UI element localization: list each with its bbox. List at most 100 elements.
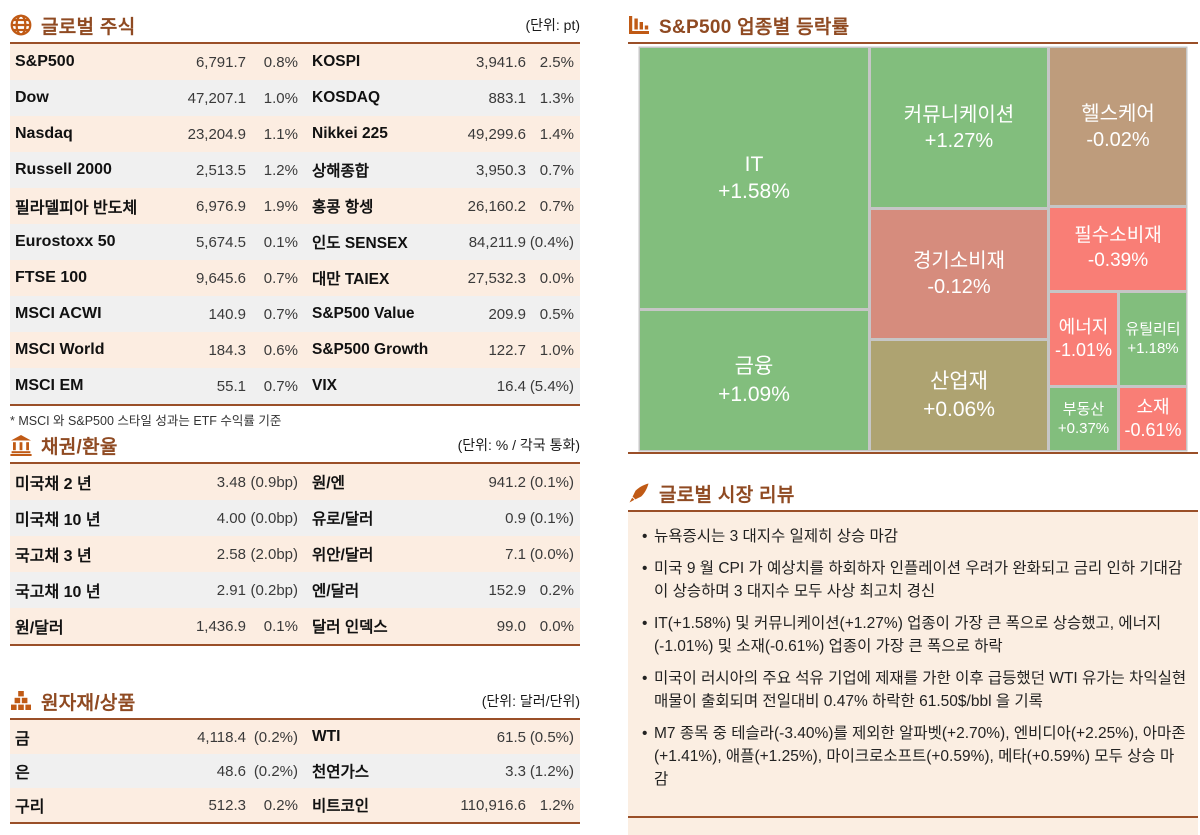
index-change: 1.0% (539, 341, 574, 359)
treemap-sector-block: 커뮤니케이션 +1.27% (871, 48, 1047, 207)
review-bullet: M7 종목 중 테슬라(-3.40%)를 제외한 알파벳(+2.70%), 엔비… (640, 722, 1188, 791)
fx-value: 99.0 (496, 617, 526, 635)
gold-bars-icon (11, 691, 31, 710)
index-change: 1.4% (539, 125, 574, 143)
table-row: Russell 2000 2,513.5 1.2% 상해종합 3,950.3 0… (10, 152, 580, 188)
index-value: 3,941.6 (475, 53, 526, 71)
treemap-sector-change: +1.18% (1127, 340, 1179, 357)
treemap-sector-name: IT (744, 152, 764, 176)
index-value: 6,976.9 (195, 197, 246, 215)
index-value: 26,160.2 (467, 197, 526, 215)
index-change: 1.0% (263, 89, 298, 107)
index-name: 홍콩 항셍 (312, 199, 374, 216)
commodity-name: 비트코인 (312, 798, 370, 815)
treemap-sector-change: -0.12% (927, 276, 991, 298)
commodity-change: 1.2% (539, 796, 574, 814)
section-market-review: 글로벌 시장 리뷰 (628, 476, 1198, 512)
treemap-sector-block: 산업재 +0.06% (871, 341, 1047, 450)
index-name: MSCI EM (15, 377, 84, 394)
commodity-name: 금 (15, 731, 30, 748)
table-row: Eurostoxx 50 5,674.5 0.1% 인도 SENSEX 84,2… (10, 224, 580, 260)
section-header: 글로벌 시장 리뷰 (628, 476, 1198, 512)
index-value: 47,207.1 (187, 89, 246, 107)
table-row: 은 48.6 (0.2%) 천연가스 3.3 (1.2%) (10, 754, 580, 788)
section-sector-performance: S&P500 업종별 등락률 (628, 8, 1198, 44)
treemap-sector-change: +1.27% (924, 129, 994, 152)
commodity-value: 110,916.6 (460, 796, 526, 814)
table-row: 원/달러 1,436.9 0.1% 달러 인덱스 99.0 0.0% (10, 608, 580, 644)
fx-name: 위안/달러 (312, 547, 374, 564)
treemap-sector-block: 경기소비재 -0.12% (871, 210, 1047, 338)
review-bullet: 미국 9 월 CPI 가 예상치를 하회하자 인플레이션 우려가 완화되고 금리… (640, 557, 1188, 603)
treemap-sector-block: IT +1.58% (640, 48, 868, 308)
section-bonds-fx: 채권/환율 (단위: % / 각국 통화) (10, 428, 580, 464)
unit-label: (단위: % / 각국 통화) (457, 437, 580, 453)
commodity-change: (0.2%) (253, 728, 298, 746)
fx-change: (0.1%) (529, 509, 574, 527)
index-name: KOSDAQ (312, 89, 381, 106)
commodity-change: (1.2%) (529, 762, 574, 780)
index-change: 1.9% (263, 197, 298, 215)
treemap-sector-block: 에너지 -1.01% (1050, 293, 1117, 385)
section-header: S&P500 업종별 등락률 (628, 8, 1198, 44)
index-name: Eurostoxx 50 (15, 233, 116, 250)
treemap-sector-name: 산업재 (930, 370, 988, 394)
index-value: 23,204.9 (187, 125, 246, 143)
treemap-sector-block: 필수소비재 -0.39% (1050, 208, 1186, 290)
unit-label: (단위: 달러/단위) (481, 693, 580, 709)
section-global-equity: 글로벌 주식 (단위: pt) (10, 8, 580, 44)
index-change: 0.8% (263, 53, 298, 71)
rate-name: 국고채 3 년 (15, 548, 92, 565)
table-row: 구리 512.3 0.2% 비트코인 110,916.6 1.2% (10, 788, 580, 822)
globe-icon (10, 14, 32, 36)
treemap-sector-block: 소재 -0.61% (1120, 388, 1186, 450)
index-value: 27,532.3 (467, 269, 526, 287)
fx-name: 유로/달러 (312, 511, 374, 528)
commodity-name: 은 (15, 765, 30, 782)
commodity-value: 48.6 (216, 762, 246, 780)
table-row: MSCI World 184.3 0.6% S&P500 Growth 122.… (10, 332, 580, 368)
index-name: Dow (15, 89, 49, 106)
table-row: 금 4,118.4 (0.2%) WTI 61.5 (0.5%) (10, 720, 580, 754)
index-name: KOSPI (312, 53, 361, 70)
treemap-sector-name: 커뮤니케이션 (903, 103, 1015, 126)
index-change: 1.3% (539, 89, 574, 107)
index-name: Nasdaq (15, 125, 73, 142)
index-name: S&P500 Growth (312, 341, 429, 358)
index-value: 6,791.7 (195, 53, 246, 71)
index-value: 55.1 (216, 377, 246, 395)
index-value: 16.4 (496, 377, 526, 395)
index-name: FTSE 100 (15, 269, 88, 286)
index-value: 140.9 (208, 305, 246, 323)
fx-value: 7.1 (505, 545, 526, 563)
index-change: 0.7% (263, 269, 298, 287)
index-change: 1.2% (263, 161, 298, 179)
rate-value: 2.91 (216, 581, 246, 599)
index-name: 필라델피아 반도체 (15, 200, 138, 217)
index-value: 5,674.5 (195, 233, 246, 251)
section-header: 원자재/상품 (단위: 달러/단위) (10, 684, 580, 720)
commodity-value: 61.5 (496, 728, 526, 746)
index-change: 0.7% (539, 197, 574, 215)
commodity-name: 천연가스 (312, 764, 370, 781)
index-name: MSCI World (15, 341, 105, 358)
rate-name: 미국채 10 년 (15, 512, 101, 529)
fx-value: 152.9 (488, 581, 526, 599)
rate-change: (0.0bp) (250, 509, 298, 527)
bank-icon (10, 435, 32, 456)
treemap-sector-name: 부동산 (1062, 400, 1105, 418)
bar-chart-icon (629, 16, 649, 34)
commodity-change: (0.2%) (253, 762, 298, 780)
treemap-sector-change: -0.02% (1086, 128, 1150, 151)
treemap-sector-block: 헬스케어 -0.02% (1050, 48, 1186, 205)
table-row: 필라델피아 반도체 6,976.9 1.9% 홍콩 항셍 26,160.2 0.… (10, 188, 580, 224)
index-value: 122.7 (488, 341, 526, 359)
index-change: (5.4%) (529, 377, 574, 395)
pen-icon (629, 483, 649, 503)
fx-value: 0.9 (505, 509, 526, 527)
fx-value: 941.2 (488, 473, 526, 491)
section-header: 글로벌 주식 (단위: pt) (10, 8, 580, 44)
left-column: 글로벌 주식 (단위: pt) S&P500 6,791.7 0.8% KOSP… (10, 0, 580, 835)
index-name: 상해종합 (312, 163, 370, 180)
index-change: 2.5% (539, 53, 574, 71)
